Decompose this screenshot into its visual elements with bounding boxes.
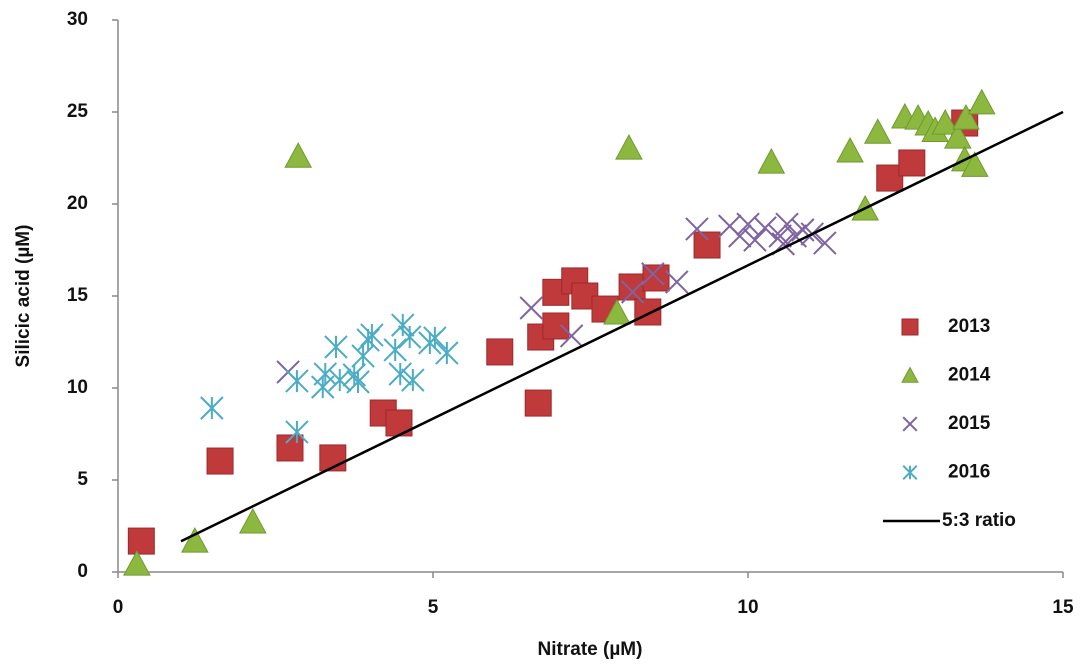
x-tick-label: 5 — [428, 597, 439, 618]
legend-label: 2016 — [948, 462, 990, 483]
legend-label: 2015 — [948, 413, 991, 434]
marker-square — [618, 273, 646, 301]
marker-x — [559, 324, 584, 348]
marker-square — [486, 338, 514, 366]
marker-x — [902, 416, 918, 432]
marker-triangle — [952, 104, 980, 130]
marker-square — [524, 389, 552, 417]
marker-triangle — [943, 122, 972, 149]
x-tick-label: 0 — [113, 597, 124, 618]
marker-x — [620, 280, 645, 304]
marker-triangle — [615, 134, 643, 160]
marker-asterisk — [435, 341, 459, 365]
marker-triangle — [967, 88, 996, 115]
marker-square — [634, 298, 662, 326]
marker-square — [206, 447, 234, 475]
marker-square — [276, 434, 304, 462]
marker-triangle — [284, 142, 313, 168]
marker-triangle — [901, 366, 919, 383]
marker-triangle — [181, 527, 209, 553]
x-tick-label: 15 — [1052, 597, 1074, 618]
y-tick-label: 20 — [67, 193, 88, 214]
marker-triangle — [123, 550, 151, 576]
marker-square — [693, 231, 721, 259]
marker-x — [728, 224, 752, 248]
marker-x — [641, 262, 665, 286]
marker-triangle — [603, 298, 631, 325]
legend-label: 5:3 ratio — [942, 510, 1016, 531]
marker-triangle — [863, 118, 892, 144]
legend-label: 2014 — [948, 365, 991, 386]
marker-asterisk — [328, 368, 352, 392]
marker-x — [685, 217, 709, 241]
marker-triangle — [836, 136, 864, 163]
marker-asterisk — [388, 362, 412, 386]
marker-square — [542, 312, 570, 340]
legend-label: 2013 — [948, 316, 990, 337]
y-tick-label: 5 — [77, 469, 88, 490]
marker-asterisk — [401, 368, 425, 392]
marker-asterisk — [346, 370, 370, 394]
marker-square — [319, 444, 347, 472]
marker-x — [665, 270, 689, 294]
marker-asterisk — [397, 325, 422, 349]
marker-square — [898, 149, 926, 177]
marker-x — [743, 228, 767, 252]
marker-asterisk — [351, 344, 375, 368]
marker-asterisk — [360, 323, 384, 347]
marker-triangle — [931, 108, 960, 135]
marker-triangle — [960, 151, 989, 177]
marker-asterisk — [324, 335, 348, 359]
y-tick-label: 15 — [67, 285, 89, 306]
x-axis-title: Nitrate (µM) — [538, 639, 643, 660]
marker-asterisk — [383, 338, 407, 362]
x-tick-label: 10 — [737, 597, 758, 618]
marker-asterisk — [342, 363, 367, 387]
ratio-line — [180, 110, 1064, 543]
y-tick-label: 25 — [67, 101, 89, 122]
marker-square — [901, 318, 919, 336]
y-tick-label: 10 — [67, 377, 88, 398]
marker-triangle — [757, 147, 786, 174]
marker-asterisk — [285, 369, 309, 393]
marker-asterisk — [902, 464, 918, 481]
marker-asterisk — [285, 420, 309, 444]
y-tick-label: 30 — [67, 9, 88, 30]
y-tick-label: 0 — [77, 561, 88, 582]
marker-square — [127, 527, 155, 555]
marker-asterisk — [423, 326, 447, 350]
marker-x — [519, 296, 544, 320]
marker-triangle — [238, 507, 267, 534]
marker-asterisk — [313, 362, 338, 386]
marker-x — [813, 231, 837, 255]
y-axis-title: Silicic acid (µM) — [13, 225, 34, 368]
marker-x — [753, 216, 777, 240]
marker-asterisk — [200, 396, 224, 420]
marker-x — [775, 212, 799, 236]
